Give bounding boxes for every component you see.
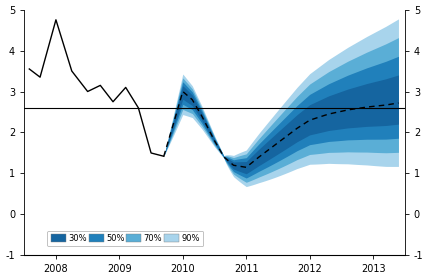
Legend: 30%, 50%, 70%, 90%: 30%, 50%, 70%, 90% [47,231,203,246]
